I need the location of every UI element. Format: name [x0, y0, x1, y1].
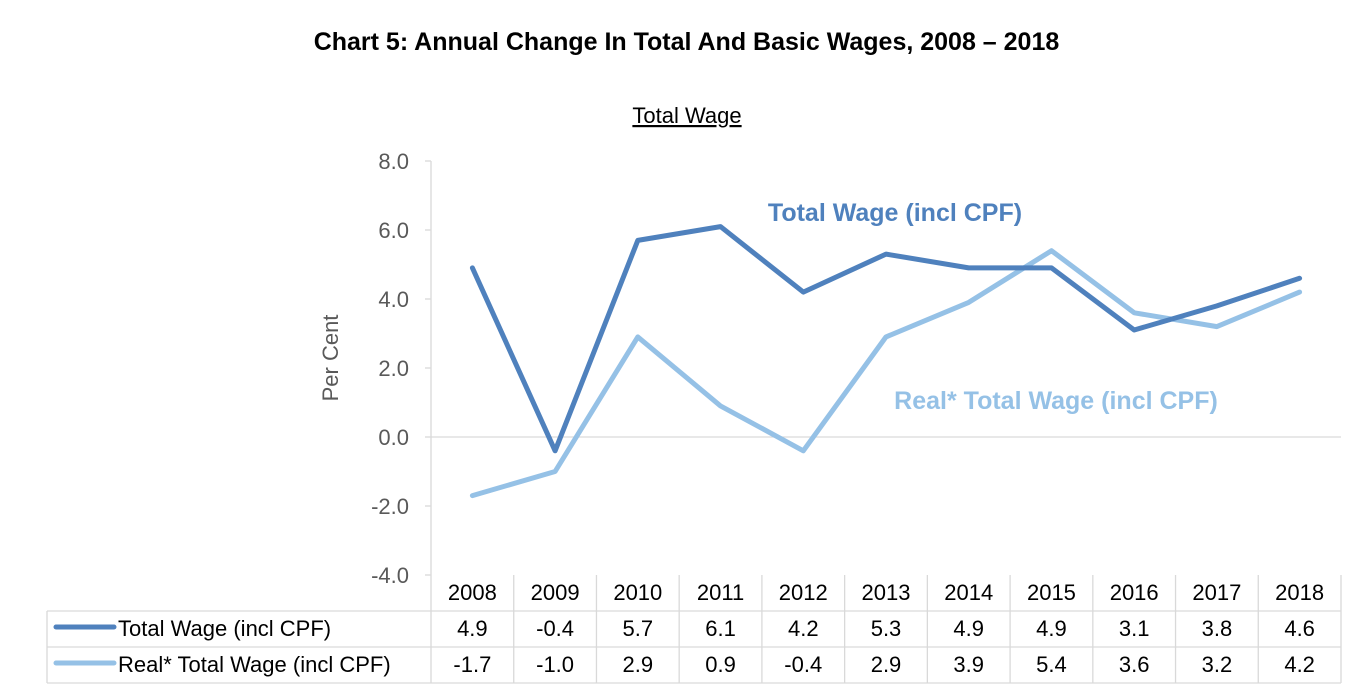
- table-cell-value: 5.7: [623, 616, 654, 641]
- table-cell-value: 4.6: [1284, 616, 1315, 641]
- table-cell-value: -0.4: [784, 652, 822, 677]
- y-tick-label: 6.0: [378, 218, 409, 243]
- y-tick-label: -4.0: [371, 563, 409, 588]
- series-label-real-total-wage: Real* Total Wage (incl CPF): [894, 387, 1218, 415]
- x-category-label: 2017: [1192, 580, 1241, 605]
- y-tick-label: -2.0: [371, 494, 409, 519]
- table-cell-value: -1.0: [536, 652, 574, 677]
- table-cell-value: 4.2: [788, 616, 819, 641]
- x-category-label: 2014: [944, 580, 993, 605]
- y-tick-label: 0.0: [378, 425, 409, 450]
- series-label-total-wage: Total Wage (incl CPF): [768, 199, 1022, 227]
- y-tick-label: 4.0: [378, 287, 409, 312]
- table-cell-value: 3.9: [953, 652, 984, 677]
- table-cell-value: 4.9: [457, 616, 488, 641]
- x-category-label: 2012: [779, 580, 828, 605]
- x-category-label: 2009: [531, 580, 580, 605]
- table-cell-value: 2.9: [623, 652, 654, 677]
- chart-subtitle: Total Wage: [632, 103, 741, 128]
- x-category-label: 2013: [862, 580, 911, 605]
- table-cell-value: -1.7: [453, 652, 491, 677]
- table-cell-value: 4.9: [953, 616, 984, 641]
- chart-title: Chart 5: Annual Change In Total And Basi…: [313, 28, 1060, 56]
- x-category-label: 2015: [1027, 580, 1076, 605]
- table-cell-value: 6.1: [705, 616, 736, 641]
- x-category-label: 2011: [697, 580, 744, 605]
- y-tick-label: 8.0: [378, 149, 409, 174]
- y-axis-label: Per Cent: [318, 315, 343, 402]
- table-cell-value: -0.4: [536, 616, 574, 641]
- x-category-label: 2008: [448, 580, 497, 605]
- table-cell-value: 2.9: [871, 652, 902, 677]
- table-row-label: Real* Total Wage (incl CPF): [118, 652, 391, 677]
- table-cell-value: 4.2: [1284, 652, 1315, 677]
- table-row-label: Total Wage (incl CPF): [118, 616, 331, 641]
- table-cell-value: 0.9: [705, 652, 736, 677]
- table-cell-value: 3.1: [1119, 616, 1150, 641]
- series-line-real-total-wage: [469, 248, 1303, 499]
- table-cell-value: 3.6: [1119, 652, 1150, 677]
- series-lines: [469, 224, 1303, 499]
- axes: 8.0 6.0 4.0 2.0 0.0 -2.0 -4.0: [371, 149, 1341, 588]
- table-cell-value: 5.3: [871, 616, 902, 641]
- x-category-label: 2018: [1275, 580, 1324, 605]
- table-cell-value: 3.8: [1202, 616, 1233, 641]
- x-category-label: 2010: [613, 580, 662, 605]
- series-line-total-wage: [469, 224, 1303, 454]
- data-table: 2008 2009 2010 2011 2012 2013 2014 2015 2016 2017…: [46, 575, 1342, 684]
- table-cell-value: 4.9: [1036, 616, 1067, 641]
- table-cell-value: 3.2: [1202, 652, 1233, 677]
- series-labels: Total Wage (incl CPF) Real* Total Wage (i…: [768, 199, 1218, 415]
- y-tick-label: 2.0: [378, 356, 409, 381]
- table-cell-value: 5.4: [1036, 652, 1067, 677]
- x-category-label: 2016: [1110, 580, 1159, 605]
